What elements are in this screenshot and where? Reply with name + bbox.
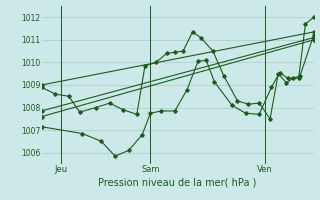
X-axis label: Pression niveau de la mer( hPa ): Pression niveau de la mer( hPa ) bbox=[99, 177, 257, 187]
